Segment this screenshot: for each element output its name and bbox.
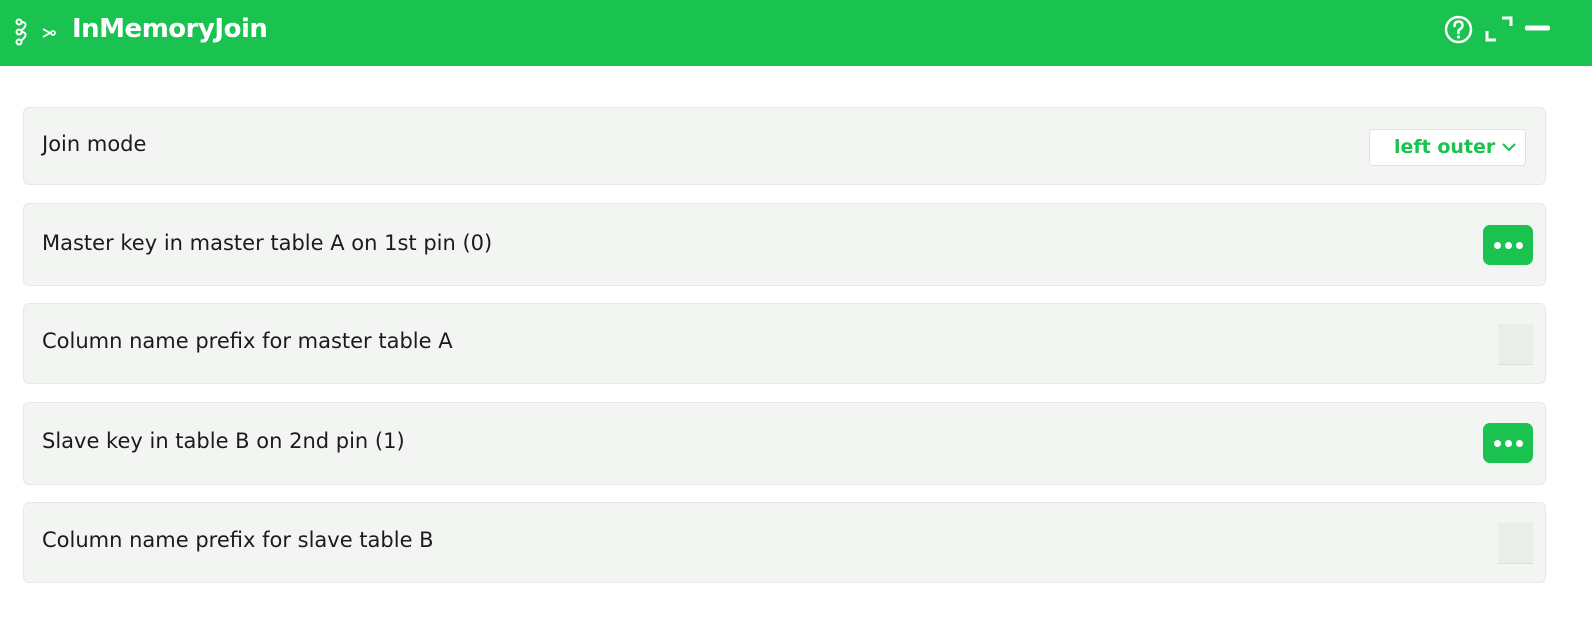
master-prefix-input[interactable] <box>1498 324 1533 365</box>
dot-icon <box>1515 241 1523 249</box>
chevron-down-icon <box>1502 143 1516 152</box>
node-graph-icon <box>15 18 27 46</box>
join-mode-select[interactable]: left outer <box>1369 129 1526 166</box>
dot-icon <box>1504 241 1512 249</box>
param-row-slave-prefix: Column name prefix for slave table B <box>23 502 1546 583</box>
window-title: InMemoryJoin <box>72 14 268 44</box>
param-label: Column name prefix for master table A <box>42 329 453 353</box>
param-label: Slave key in table B on 2nd pin (1) <box>42 429 405 453</box>
param-label: Join mode <box>42 132 147 156</box>
dot-icon <box>1515 439 1523 447</box>
select-value: left outer <box>1394 136 1496 158</box>
help-icon[interactable] <box>1444 15 1473 44</box>
dot-icon <box>1493 439 1501 447</box>
more-options-button[interactable] <box>1483 423 1533 463</box>
scissors-icon <box>42 28 56 38</box>
title-bar: InMemoryJoin <box>0 0 1592 66</box>
param-label: Column name prefix for slave table B <box>42 528 434 552</box>
dot-icon <box>1493 241 1501 249</box>
more-options-button[interactable] <box>1483 225 1533 265</box>
dot-icon <box>1504 439 1512 447</box>
param-row-master-prefix: Column name prefix for master table A <box>23 303 1546 384</box>
param-label: Master key in master table A on 1st pin … <box>42 231 493 255</box>
param-row-join-mode: Join mode left outer <box>23 107 1546 185</box>
slave-prefix-input[interactable] <box>1498 523 1533 564</box>
param-row-master-key: Master key in master table A on 1st pin … <box>23 203 1546 286</box>
minimize-icon[interactable] <box>1524 24 1551 32</box>
expand-icon[interactable] <box>1485 16 1513 42</box>
param-row-slave-key: Slave key in table B on 2nd pin (1) <box>23 402 1546 485</box>
